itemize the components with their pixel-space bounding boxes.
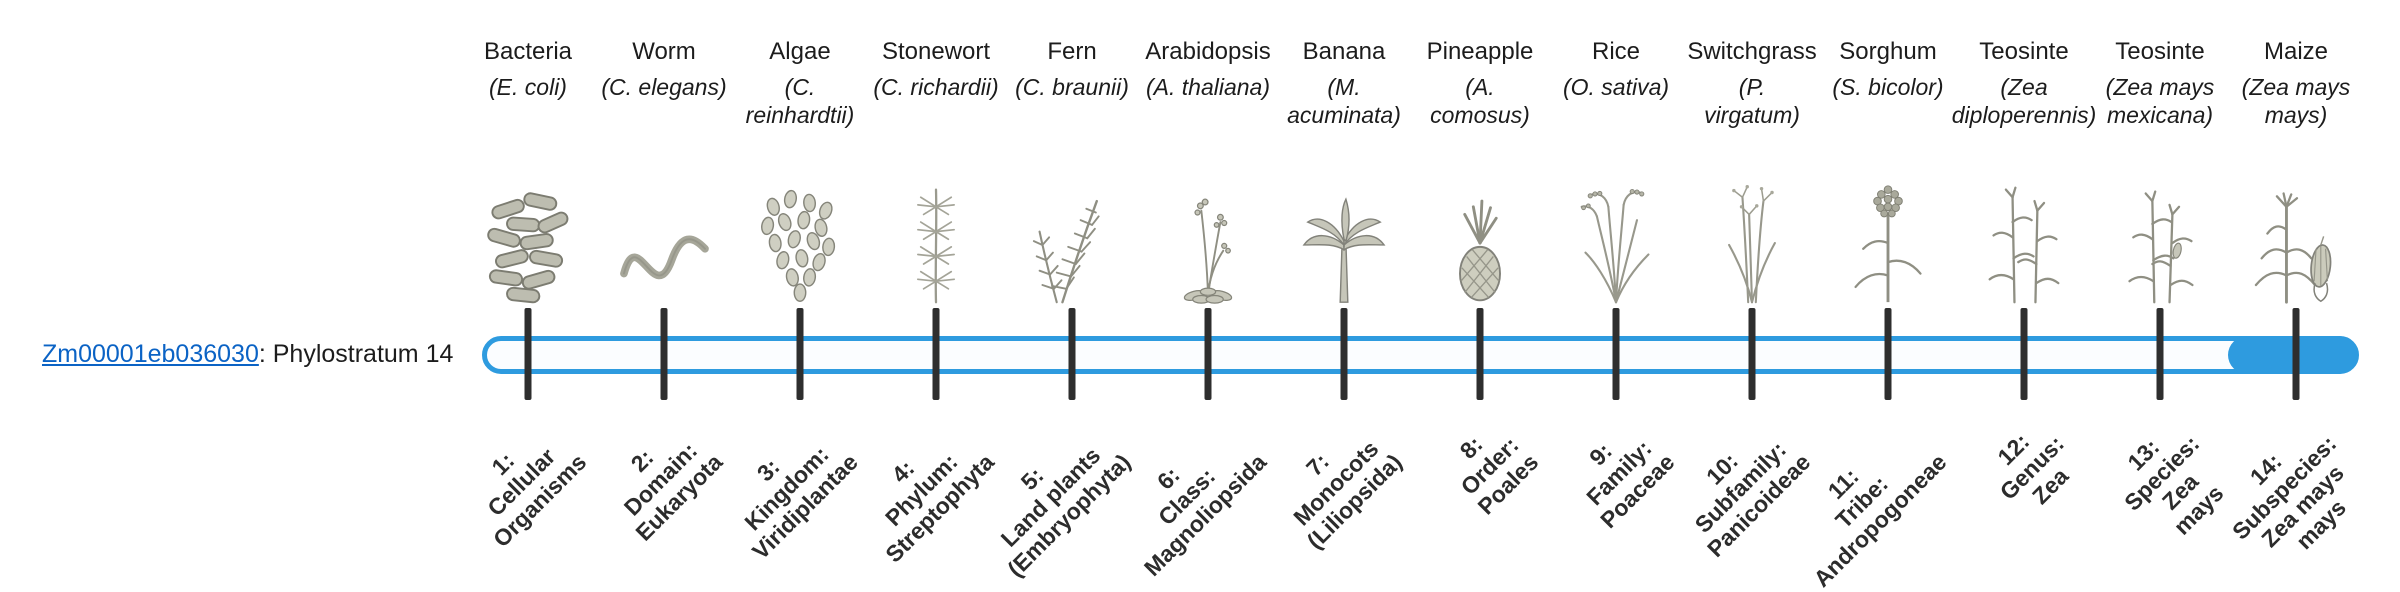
organism-scientific-name: (A. thaliana) (1145, 74, 1270, 100)
pineapple-icon (1414, 170, 1546, 306)
organism-names: Banana (M. acuminata) (1258, 38, 1430, 129)
stonewort-icon (870, 170, 1002, 306)
organism-common-name: Maize (2263, 38, 2329, 65)
stage-label: 6: Class: Magnoliopsida (1138, 448, 1272, 581)
organism-scientific-name: (O. sativa) (1562, 74, 1670, 100)
maize-icon (2230, 170, 2362, 306)
phylostratum-tick (1748, 308, 1756, 400)
phylostratum-tick (1884, 308, 1892, 400)
organism-scientific-name: (Zea diploperennis) (1951, 74, 2097, 128)
organism-scientific-name: (E. coli) (489, 74, 567, 100)
phylostratum-tick (796, 308, 804, 400)
phylostratum-tick (932, 308, 940, 400)
phylostratum-tick (660, 308, 668, 400)
organism-common-name: Worm (632, 38, 696, 65)
rice-icon (1550, 170, 1682, 306)
organism-names: Bacteria (E. coli) (442, 38, 614, 101)
organism-common-name: Stonewort (881, 38, 991, 65)
banana-icon (1278, 170, 1410, 306)
organism-common-name: Fern (1047, 38, 1097, 65)
stage-label: 11: Tribe: Andropogoneae (1808, 448, 1952, 592)
stage-label: 7: Monocots (Liliopsida) (1288, 435, 1408, 554)
phylostratum-tick (1612, 308, 1620, 400)
organism-scientific-name: (Zea mays mays) (2241, 74, 2351, 128)
phylostratum-tick (2292, 308, 2300, 400)
organism-names: Algae (C. reinhardtii) (714, 38, 886, 129)
phylostratum-tick (524, 308, 532, 400)
phylostratum-tick (1476, 308, 1484, 400)
organism-common-name: Switchgrass (1687, 38, 1817, 65)
organism-common-name: Bacteria (483, 38, 573, 65)
stage-label: 1: Cellular Organisms (482, 443, 592, 553)
organism-names: Rice (O. sativa) (1530, 38, 1702, 101)
stage-label: 9: Family: Poaceae (1580, 434, 1680, 534)
organism-common-name: Pineapple (1426, 38, 1534, 65)
organism-common-name: Rice (1591, 38, 1640, 65)
organism-scientific-name: (A. comosus) (1430, 74, 1530, 128)
organism-names: Teosinte (Zea mays mexicana) (2074, 38, 2246, 129)
stage-label: 3: Kingdom: Viridiplantae (739, 441, 864, 565)
organism-names: Stonewort (C. richardii) (850, 38, 1022, 101)
organism-scientific-name: (C. braunii) (1015, 74, 1129, 100)
organism-scientific-name: (P. virgatum) (1704, 74, 1800, 128)
organism-names: Arabidopsis (A. thaliana) (1122, 38, 1294, 101)
gene-phylostratum-text: : Phylostratum 14 (258, 340, 454, 368)
organism-scientific-name: (M. acuminata) (1287, 74, 1401, 128)
organism-names: Maize (Zea mays mays) (2210, 38, 2382, 129)
phylostratum-tick (1204, 308, 1212, 400)
organism-common-name: Teosinte (1979, 38, 2069, 65)
worm-icon (598, 170, 730, 306)
bacteria-icon (462, 170, 594, 306)
organism-common-name: Banana (1302, 38, 1386, 65)
stage-label: 4: Phylum: Streptophyta (880, 448, 1000, 568)
fern-icon (1006, 170, 1138, 306)
organism-names: Pineapple (A. comosus) (1394, 38, 1566, 129)
organism-names: Fern (C. braunii) (986, 38, 1158, 101)
organism-names: Sorghum (S. bicolor) (1802, 38, 1974, 101)
organism-common-name: Teosinte (2115, 38, 2205, 65)
phylostratum-tick (2020, 308, 2028, 400)
stage-label: 2: Domain: Eukaryota (618, 437, 728, 546)
organism-scientific-name: (C. elegans) (601, 74, 727, 100)
stage-label: 8: Order: Poales (1454, 430, 1544, 520)
organism-names: Switchgrass (P. virgatum) (1666, 38, 1838, 129)
organism-scientific-name: (Zea mays mexicana) (2105, 74, 2215, 128)
stage-label: 12: Genus: Zea (1992, 428, 2074, 510)
organism-scientific-name: (C. richardii) (873, 74, 999, 100)
gene-label: Zm00001eb036030: Phylostratum 14 (42, 339, 453, 369)
arabidopsis-icon (1142, 170, 1274, 306)
organism-scientific-name: (S. bicolor) (1832, 74, 1944, 100)
phylostratum-tick (2156, 308, 2164, 400)
organism-names: Worm (C. elegans) (578, 38, 750, 101)
switchgrass-icon (1686, 170, 1818, 306)
gene-id-link[interactable]: Zm00001eb036030 (42, 340, 259, 368)
organism-scientific-name: (C. reinhardtii) (745, 74, 855, 128)
stage-label: 13: Species: Zea mays (2119, 430, 2229, 540)
organism-common-name: Algae (769, 38, 831, 65)
organism-common-name: Arabidopsis (1145, 38, 1271, 65)
algae-icon (734, 170, 866, 306)
teosinte-icon (2094, 170, 2226, 306)
organism-common-name: Sorghum (1839, 38, 1937, 65)
stage-label: 14: Subspecies: Zea mays mays (2226, 430, 2351, 555)
teosinte-icon (1958, 170, 2090, 306)
organism-names: Teosinte (Zea diploperennis) (1938, 38, 2110, 129)
stage-label: 5: Land plants (Embryophyta) (995, 442, 1136, 582)
phylostrata-bar (482, 336, 2359, 374)
phylostratum-tick (1340, 308, 1348, 400)
phylostratum-tick (1068, 308, 1076, 400)
sorghum-icon (1822, 170, 1954, 306)
